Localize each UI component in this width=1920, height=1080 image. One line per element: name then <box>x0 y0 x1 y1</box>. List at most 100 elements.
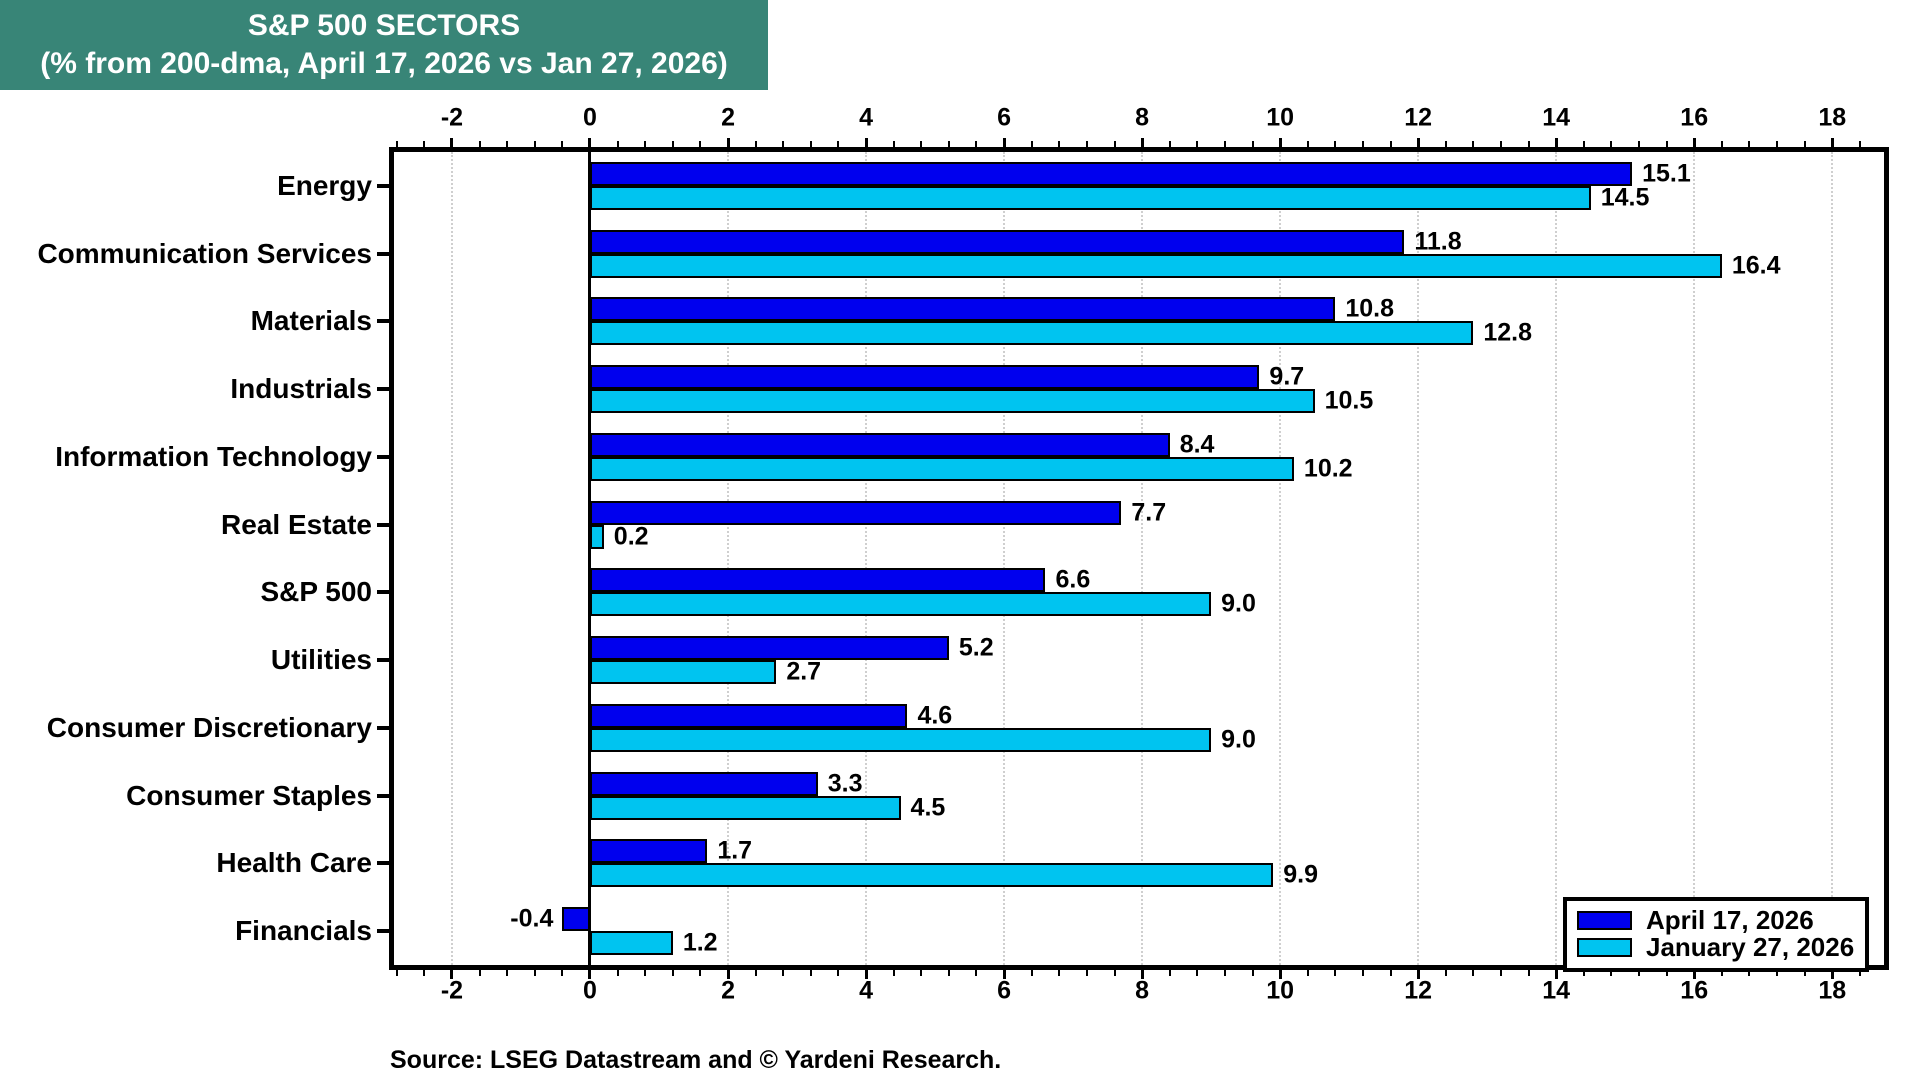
y-axis-tick <box>377 861 390 866</box>
x-axis-minor-tick <box>1389 141 1392 147</box>
bar-january-27-2026 <box>589 253 1722 278</box>
legend-label: April 17, 2026 <box>1646 905 1814 935</box>
x-axis-tick-label: 10 <box>1266 976 1295 1005</box>
x-axis-minor-tick <box>1499 141 1502 147</box>
x-axis-minor-tick <box>1748 970 1751 976</box>
x-axis-minor-tick <box>423 970 426 976</box>
x-axis-minor-tick <box>699 141 702 147</box>
bar-january-27-2026 <box>589 321 1474 346</box>
grid-line <box>1003 152 1006 965</box>
x-axis-minor-tick <box>644 141 647 147</box>
x-axis-tick <box>588 138 592 147</box>
bar-april-17-2026 <box>589 771 818 796</box>
y-axis-tick <box>377 251 390 256</box>
x-axis-minor-tick <box>1361 970 1364 976</box>
bar-january-27-2026 <box>589 592 1212 617</box>
bar-value-label: 2.7 <box>786 657 822 686</box>
category-label: Communication Services <box>37 237 372 269</box>
x-axis-minor-tick <box>1638 970 1640 976</box>
bar-april-17-2026 <box>589 568 1046 593</box>
x-axis-minor-tick <box>506 141 509 147</box>
grid-line <box>1417 152 1420 965</box>
x-axis-minor-tick <box>1389 970 1392 976</box>
bar-value-label: 12.8 <box>1483 318 1533 347</box>
y-axis-tick <box>377 590 390 595</box>
x-axis-tick-label: 14 <box>1542 976 1571 1005</box>
x-axis-minor-tick <box>395 970 398 976</box>
bar-value-label: 9.0 <box>1221 725 1256 754</box>
x-axis-minor-tick <box>644 970 647 976</box>
x-axis-tick-label: 4 <box>859 103 873 132</box>
legend-swatch <box>1577 911 1632 930</box>
x-axis-tick-label: 18 <box>1818 976 1847 1005</box>
x-axis-minor-tick <box>1085 141 1088 147</box>
bar-value-label: 16.4 <box>1731 251 1781 280</box>
x-axis-tick-label: 16 <box>1680 103 1709 132</box>
category-label: Materials <box>250 305 372 337</box>
x-axis-minor-tick <box>478 970 481 976</box>
grid-line <box>865 152 868 965</box>
x-axis-tick-label: 0 <box>583 976 597 1005</box>
x-axis-minor-tick <box>616 141 619 147</box>
x-axis-minor-tick <box>616 970 619 976</box>
bar-value-label: 10.8 <box>1345 294 1394 323</box>
x-axis-minor-tick <box>1223 970 1226 976</box>
source-note: Source: LSEG Datastream and © Yardeni Re… <box>390 1046 1002 1074</box>
x-axis-minor-tick <box>920 141 923 147</box>
x-axis-minor-tick <box>395 141 398 147</box>
bar-april-17-2026 <box>589 161 1633 186</box>
x-axis-minor-tick <box>1334 141 1337 147</box>
x-axis-minor-tick <box>1776 141 1779 147</box>
x-axis-minor-tick <box>754 970 757 976</box>
x-axis-minor-tick <box>1582 970 1585 976</box>
bar-january-27-2026 <box>589 389 1315 414</box>
bar-value-label: 15.1 <box>1642 159 1691 188</box>
x-axis-minor-tick <box>1113 970 1116 976</box>
x-axis-tick-label: 12 <box>1404 103 1433 132</box>
x-axis-minor-tick <box>1196 970 1199 976</box>
x-axis-minor-tick <box>1223 141 1226 147</box>
x-axis-tick <box>588 970 592 979</box>
legend-item: April 17, 2026 <box>1577 905 1865 935</box>
bar-value-label: 1.2 <box>682 928 718 957</box>
x-axis-tick <box>1416 138 1420 147</box>
legend-swatch <box>1577 938 1632 957</box>
bar-value-label: 1.7 <box>717 836 753 865</box>
category-label: Information Technology <box>55 440 372 472</box>
x-axis-minor-tick <box>1582 141 1585 147</box>
x-axis-minor-tick <box>1527 141 1530 147</box>
x-axis-tick-label: -2 <box>440 976 464 1005</box>
x-axis-tick <box>1416 970 1420 979</box>
x-axis-tick-label: 4 <box>859 976 873 1005</box>
x-axis-minor-tick <box>1665 141 1668 147</box>
x-axis-minor-tick <box>1748 141 1751 147</box>
x-axis-minor-tick <box>1361 141 1364 147</box>
x-axis-minor-tick <box>837 970 840 976</box>
x-axis-minor-tick <box>478 141 481 147</box>
x-axis-tick <box>1692 970 1696 979</box>
x-axis-minor-tick <box>782 141 785 147</box>
x-axis-tick <box>1830 970 1834 979</box>
x-axis-tick <box>1692 138 1696 147</box>
grid-line <box>1555 152 1558 965</box>
x-axis-minor-tick <box>506 970 509 976</box>
x-axis-minor-tick <box>533 141 536 147</box>
bar-january-27-2026 <box>589 727 1212 752</box>
x-axis-minor-tick <box>671 141 674 147</box>
x-axis-tick <box>1278 138 1282 147</box>
x-axis-tick <box>864 138 868 147</box>
y-axis-tick <box>377 183 390 188</box>
x-axis-minor-tick <box>1168 970 1171 976</box>
bar-value-label: 4.5 <box>910 793 946 822</box>
bar-january-27-2026 <box>589 524 604 549</box>
x-axis-minor-tick <box>671 970 674 976</box>
x-axis-minor-tick <box>1665 970 1668 976</box>
legend-item: January 27, 2026 <box>1577 932 1865 962</box>
x-axis-tick <box>726 970 730 979</box>
y-axis-tick <box>377 929 390 934</box>
y-axis-tick <box>377 725 390 730</box>
bar-january-27-2026 <box>589 456 1294 481</box>
x-axis-minor-tick <box>1030 141 1033 147</box>
x-axis-minor-tick <box>809 141 812 147</box>
category-label: Financials <box>235 915 372 947</box>
